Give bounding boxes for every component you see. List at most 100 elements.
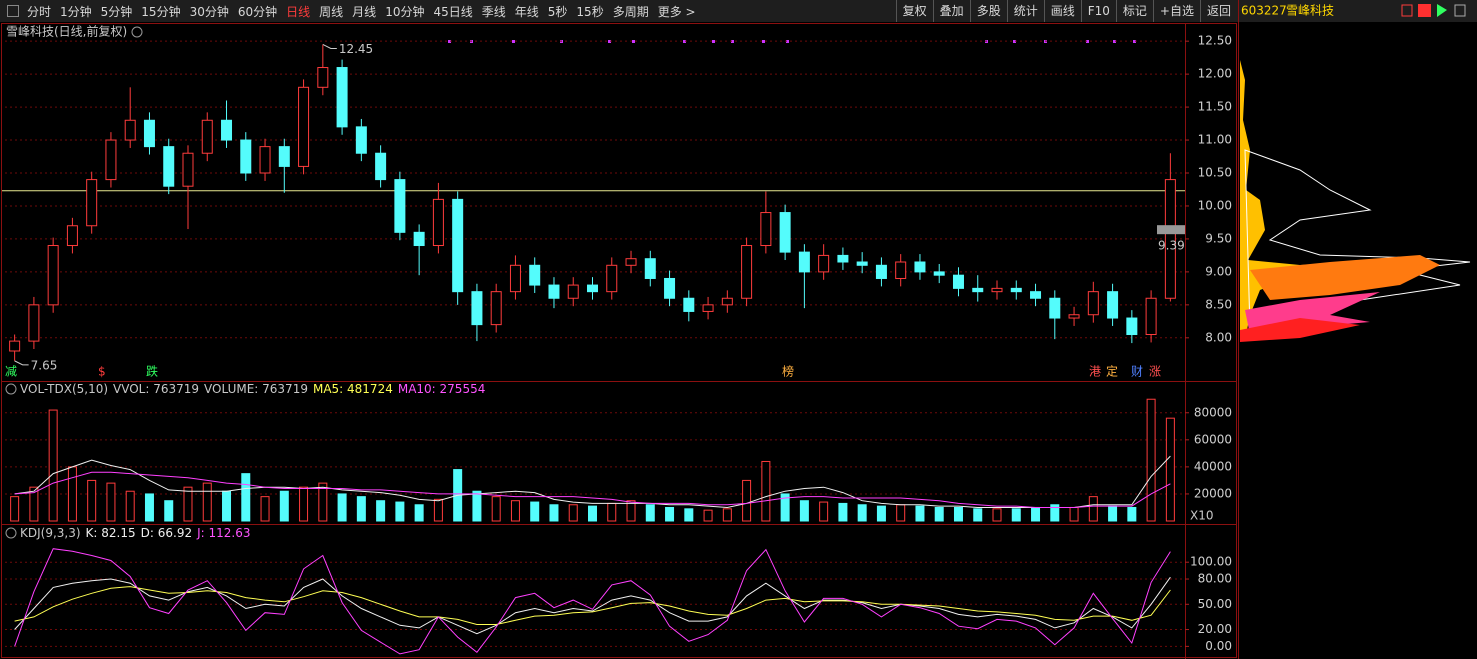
event-marker[interactable]: 定 <box>1106 364 1118 379</box>
volume-bar <box>337 493 347 522</box>
volume-bar <box>915 505 925 522</box>
tool-button[interactable]: 标记 <box>1115 0 1153 22</box>
event-marker[interactable]: 榜 <box>782 364 794 379</box>
tool-button[interactable]: 画线 <box>1043 0 1081 22</box>
volume-bar <box>29 486 39 522</box>
icon[interactable] <box>1418 4 1431 17</box>
candle-body <box>1010 287 1022 293</box>
y-tick-label: 20.00 <box>1198 622 1232 636</box>
title-icon[interactable] <box>131 26 143 38</box>
period-tab[interactable]: 更多 > <box>657 4 696 19</box>
period-tab[interactable]: 15秒 <box>576 4 604 19</box>
icon[interactable] <box>1401 4 1413 17</box>
y-tick-label: 50.00 <box>1198 597 1232 611</box>
tool-button[interactable]: 多股 <box>969 0 1007 22</box>
indicator-label: VOLUME: 763719 <box>204 382 308 396</box>
candle-body <box>991 287 1003 293</box>
candle-body <box>298 86 310 167</box>
top-icons <box>1401 4 1466 17</box>
volume-bar <box>1011 508 1021 522</box>
candle-body <box>760 212 772 247</box>
period-tab[interactable]: 季线 <box>481 4 506 19</box>
event-marker[interactable]: 财 <box>1131 365 1143 379</box>
period-tab[interactable]: 5分钟 <box>100 4 133 19</box>
volume-bar <box>356 496 366 522</box>
candle-body <box>143 119 155 148</box>
dot <box>683 40 686 43</box>
candle-body <box>856 261 868 266</box>
event-marker[interactable]: 跌 <box>146 364 158 379</box>
volume-bar <box>241 473 251 522</box>
candle-body <box>587 284 598 293</box>
tool-button[interactable]: +自选 <box>1152 0 1200 22</box>
period-tab[interactable]: 30分钟 <box>189 4 229 19</box>
volume-bar <box>1031 506 1041 522</box>
volume-bar <box>67 466 77 522</box>
dot <box>1133 40 1136 43</box>
candle-body <box>240 139 252 174</box>
dot <box>608 40 611 43</box>
volume-bar <box>896 504 906 522</box>
tool-button[interactable]: 返回 <box>1199 0 1237 22</box>
period-tab[interactable]: 周线 <box>319 4 344 19</box>
chip-area <box>1240 318 1360 342</box>
indicator-icon <box>5 527 17 539</box>
volume-bar <box>10 496 20 522</box>
event-marker[interactable]: 减 <box>5 365 17 379</box>
volume-bar <box>222 490 232 522</box>
volume-bar <box>761 460 771 522</box>
tool-button[interactable]: 统计 <box>1006 0 1044 22</box>
volume-bar <box>1165 417 1175 522</box>
volume-bar <box>1127 506 1137 522</box>
volume-bar <box>125 490 135 522</box>
volume-bar <box>876 505 886 522</box>
dot <box>632 40 635 43</box>
event-marker[interactable]: 涨 <box>1149 364 1161 379</box>
period-tab[interactable]: 日线 <box>286 4 311 19</box>
volume-bar <box>472 490 482 522</box>
dot <box>1086 40 1089 43</box>
candle-body <box>1164 179 1176 299</box>
icon[interactable] <box>1437 4 1447 17</box>
y-tick-label: 8.50 <box>1205 297 1232 311</box>
period-tab[interactable]: 10分钟 <box>385 4 425 19</box>
kdj-line <box>14 548 1171 655</box>
menu-icon[interactable] <box>7 5 19 17</box>
candle-body <box>1126 317 1138 336</box>
period-tab[interactable]: 60分钟 <box>237 4 278 19</box>
period-tab[interactable]: 分时 <box>27 4 52 19</box>
candle-body <box>567 284 579 299</box>
indicator-label: MA5: 481724 <box>313 382 393 396</box>
y-tick-label: 20000 <box>1194 486 1232 500</box>
period-tab[interactable]: 年线 <box>514 4 539 19</box>
tool-button[interactable]: 叠加 <box>932 0 970 22</box>
dot <box>731 40 734 43</box>
high-label: 12.45 <box>339 42 373 56</box>
dot <box>448 40 451 43</box>
period-tab[interactable]: 月线 <box>352 4 377 19</box>
period-tab[interactable]: 1分钟 <box>60 4 92 19</box>
candle-body <box>895 261 907 279</box>
tool-button[interactable]: 复权 <box>895 0 933 22</box>
period-tab[interactable]: 多周期 <box>612 4 649 19</box>
period-tab[interactable]: 15分钟 <box>141 4 181 19</box>
toolbar-bg <box>0 0 1477 22</box>
candle-body <box>625 258 637 266</box>
dot <box>512 40 515 43</box>
y-tick-label: 0.00 <box>1205 639 1232 653</box>
toolbar: 分时 1分钟 5分钟 15分钟 30分钟 60分钟 日线 周线 月线 10分钟 45日线 季线 年线 5秒… <box>0 0 1237 22</box>
volume-bar <box>953 506 963 522</box>
candle-body <box>336 67 348 128</box>
period-tab[interactable]: 5秒 <box>547 4 568 19</box>
event-marker[interactable]: $ <box>98 365 106 379</box>
y-tick-label: 10.00 <box>1198 198 1232 212</box>
event-marker[interactable]: 港 <box>1089 365 1101 379</box>
period-tab[interactable]: 45日线 <box>433 4 473 19</box>
indicator-label: K: 82.15 <box>86 526 136 540</box>
tool-button[interactable]: F10 <box>1080 0 1116 22</box>
icon[interactable] <box>1454 4 1466 17</box>
volume-bar <box>742 479 752 522</box>
candle-body <box>779 212 791 253</box>
